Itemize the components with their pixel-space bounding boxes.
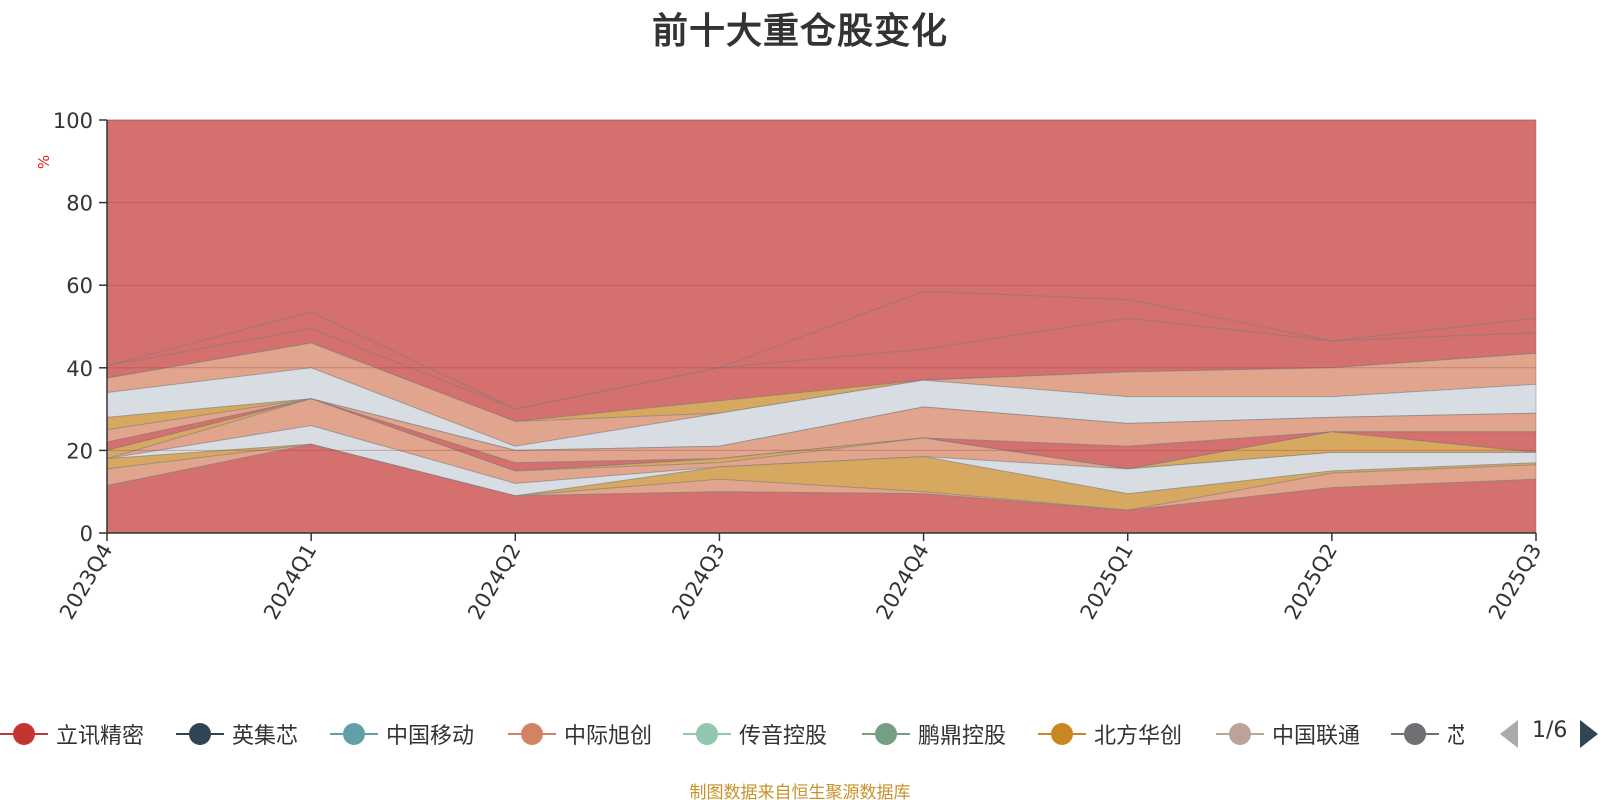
y-axis-label: % xyxy=(35,155,53,169)
legend-marker-icon xyxy=(508,716,556,752)
legend-marker-icon xyxy=(176,716,224,752)
x-tick-label: 2024Q2 xyxy=(463,540,525,624)
y-tick-label: 20 xyxy=(66,439,93,463)
y-tick-label: 60 xyxy=(66,274,93,298)
legend-marker-icon xyxy=(683,716,731,752)
x-tick-label: 2024Q3 xyxy=(667,540,729,624)
legend-item[interactable]: 鹏鼎控股 xyxy=(862,716,1006,752)
x-tick-label: 2023Q4 xyxy=(55,540,117,624)
legend-marker-icon xyxy=(862,716,910,752)
prev-page-icon[interactable] xyxy=(1500,720,1518,748)
legend-marker-icon xyxy=(330,716,378,752)
legend-label: 鹏鼎控股 xyxy=(918,724,1007,749)
x-tick-label: 2025Q1 xyxy=(1076,540,1138,624)
next-page-icon[interactable] xyxy=(1580,720,1598,748)
chart-title: 前十大重仓股变化 xyxy=(651,11,948,52)
x-tick-labels: 2023Q4 2024Q1 2024Q2 2024Q3 2024Q4 2025Q1 2025… xyxy=(55,533,1546,624)
legend-label: 中国移动 xyxy=(386,724,475,749)
legend-label: 北方华创 xyxy=(1094,724,1183,749)
legend-label: 芯原股份 xyxy=(1447,724,1464,749)
legend-item[interactable]: 中国联通 xyxy=(1216,716,1360,752)
y-tick-label: 0 xyxy=(80,522,93,546)
x-tick-label: 2024Q1 xyxy=(259,540,321,624)
legend-label: 中际旭创 xyxy=(564,724,653,749)
x-tick-label: 2025Q2 xyxy=(1280,540,1342,624)
legend-item[interactable]: 英集芯 xyxy=(176,716,298,752)
area-bands xyxy=(106,119,1537,534)
legend-item[interactable]: 中际旭创 xyxy=(508,716,652,752)
legend-item[interactable]: 中国移动 xyxy=(330,716,474,752)
y-tick-labels: 0 20 40 60 80 100 xyxy=(53,109,107,546)
legend: 立讯精密 英集芯 中国移动 中际旭创 传音控股 鹏鼎控股 北方华创 中国联通 芯原股份 1/6 xyxy=(0,716,1600,752)
legend-pager: 1/6 xyxy=(1500,716,1600,752)
legend-marker-icon xyxy=(0,716,48,752)
legend-marker-icon xyxy=(1391,716,1439,752)
legend-item[interactable]: 立讯精密 xyxy=(0,716,144,752)
legend-marker-icon xyxy=(1216,716,1264,752)
x-tick-label: 2024Q4 xyxy=(871,540,933,624)
legend-label: 立讯精密 xyxy=(56,724,145,749)
source-note: 制图数据来自恒生聚源数据库 xyxy=(689,783,911,800)
legend-label: 传音控股 xyxy=(739,724,828,749)
y-tick-label: 100 xyxy=(53,109,93,133)
y-tick-label: 40 xyxy=(66,357,93,381)
legend-label: 英集芯 xyxy=(232,724,299,749)
axes xyxy=(106,120,1536,534)
y-tick-label: 80 xyxy=(66,192,93,216)
legend-items: 立讯精密 英集芯 中国移动 中际旭创 传音控股 鹏鼎控股 北方华创 中国联通 芯原股份 xyxy=(0,716,1464,752)
legend-item[interactable]: 芯原股份 xyxy=(1391,716,1464,752)
legend-item[interactable]: 北方华创 xyxy=(1038,716,1182,752)
x-tick-label: 2025Q3 xyxy=(1484,540,1546,624)
legend-marker-icon xyxy=(1038,716,1086,752)
gridlines xyxy=(107,119,1536,451)
legend-item[interactable]: 传音控股 xyxy=(683,716,827,752)
legend-page-indicator: 1/6 xyxy=(1532,718,1568,743)
legend-label: 中国联通 xyxy=(1272,724,1361,749)
